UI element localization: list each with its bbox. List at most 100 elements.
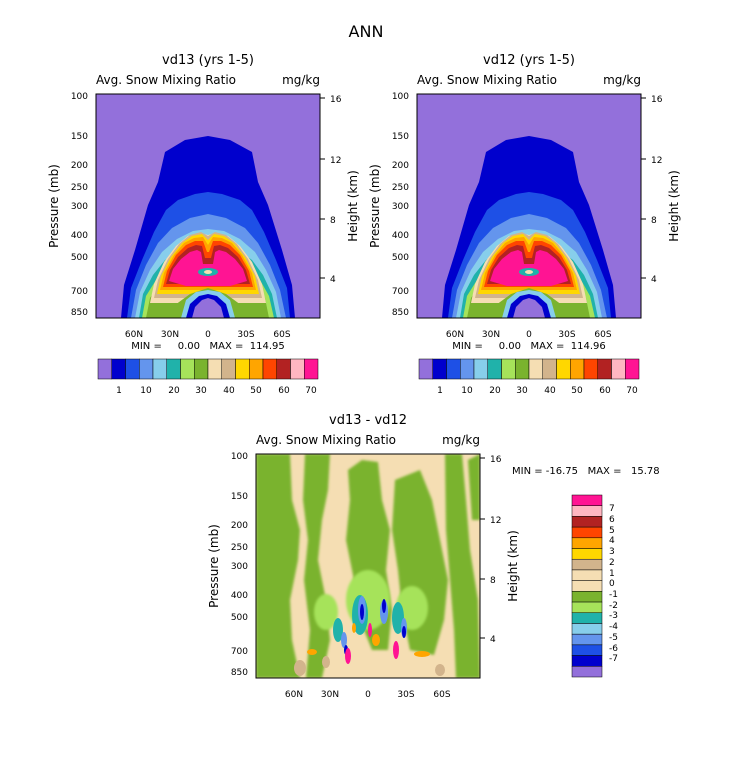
x-tick-label: 0 — [526, 330, 532, 340]
y-tick-label: 250 — [231, 543, 248, 553]
colorbar-label: 10 — [140, 386, 152, 396]
height-tick-label: 12 — [490, 516, 501, 526]
min-max-stats: MIN = 0.00 MAX = 114.95 — [131, 341, 285, 352]
height-tick-label: 12 — [651, 156, 662, 166]
y-tick-label: 150 — [231, 492, 248, 502]
colorbar-label: 1 — [437, 386, 443, 396]
colorbar-label: 7 — [609, 504, 615, 514]
x-tick-label: 30N — [161, 330, 179, 340]
colorbar-swatch — [542, 358, 557, 380]
colorbar-label: -2 — [609, 601, 618, 611]
y-tick-label: 400 — [231, 591, 248, 601]
colorbar-swatch — [515, 358, 530, 380]
y-tick-label: 250 — [392, 183, 409, 193]
colorbar-label: 2 — [609, 558, 615, 568]
left-axis: 100 150 200 250 300 400 500 700 850 Pres… — [47, 92, 88, 318]
colorbar-label: 50 — [571, 386, 583, 396]
colorbar-swatch — [571, 655, 603, 667]
colorbar-swatch — [276, 358, 291, 380]
colorbar-swatch — [583, 358, 598, 380]
height-tick-label: 16 — [490, 455, 502, 465]
colorbar-swatch — [262, 358, 277, 380]
colorbar-label: 0 — [609, 579, 615, 589]
y-tick-label: 300 — [71, 202, 88, 212]
colorbar-swatch — [290, 358, 305, 380]
colorbar-label: -1 — [609, 590, 618, 600]
colorbar-swatch — [528, 358, 543, 380]
y-tick-label: 250 — [71, 183, 88, 193]
min-max-stats: MIN = -16.75 MAX = 15.78 — [512, 466, 660, 477]
y-axis-label: Pressure (mb) — [368, 164, 382, 248]
colorbar-swatch — [570, 358, 585, 380]
y-tick-label: 400 — [71, 231, 88, 241]
height-axis-label: Height (km) — [346, 170, 360, 241]
colorbar-label: 20 — [168, 386, 180, 396]
colorbar-swatch — [597, 358, 612, 380]
colorbar-swatch — [139, 358, 154, 380]
x-axis: 60N 30N 0 30S 60S MIN = 0.00 MAX = 114.9… — [125, 330, 291, 352]
colorbar-label: 30 — [516, 386, 528, 396]
colorbar-swatch — [152, 358, 167, 380]
y-tick-label: 700 — [71, 287, 88, 297]
colorbar-swatch — [97, 358, 112, 380]
left-axis: 100 150 200 250 300 400 500 700 850 Pres… — [207, 452, 248, 678]
x-tick-label: 60S — [273, 330, 290, 340]
x-tick-label: 60S — [433, 690, 450, 700]
colorbar-label: 40 — [544, 386, 556, 396]
y-tick-label: 300 — [392, 202, 409, 212]
x-tick-label: 30S — [558, 330, 575, 340]
min-max-stats: MIN = 0.00 MAX = 114.96 — [452, 341, 606, 352]
height-axis-label: Height (km) — [667, 170, 681, 241]
x-tick-label: 30S — [397, 690, 414, 700]
colorbar-swatch — [571, 633, 603, 646]
height-tick-label: 16 — [330, 95, 342, 105]
x-tick-label: 0 — [205, 330, 211, 340]
y-tick-label: 850 — [231, 668, 248, 678]
panel-subtitle-left: Avg. Snow Mixing Ratio — [256, 433, 396, 447]
colorbar-label: 1 — [116, 386, 122, 396]
x-tick-label: 30S — [237, 330, 254, 340]
colorbar: 7 6 5 4 3 2 1 0 -1 -2 -3 -4 -5 -6 -7 — [571, 494, 618, 678]
height-tick-label: 16 — [651, 95, 663, 105]
y-tick-label: 500 — [231, 613, 248, 623]
colorbar-swatch — [556, 358, 571, 380]
y-tick-label: 150 — [71, 132, 88, 142]
colorbar-label: 70 — [626, 386, 638, 396]
y-tick-label: 200 — [71, 161, 88, 171]
colorbar-swatch — [304, 358, 319, 380]
colorbar-swatch — [571, 623, 603, 635]
colorbar-swatch — [473, 358, 488, 380]
panel-subtitle-left: Avg. Snow Mixing Ratio — [96, 73, 236, 87]
colorbar-label: 10 — [461, 386, 473, 396]
y-tick-label: 200 — [231, 521, 248, 531]
colorbar-label: 40 — [223, 386, 235, 396]
colorbar-label: 60 — [599, 386, 611, 396]
colorbar-label: 5 — [609, 526, 615, 536]
panel-subtitle-right: mg/kg — [442, 433, 480, 447]
panel-title: vd12 (yrs 1-5) — [483, 53, 575, 68]
colorbar-swatch — [571, 644, 603, 656]
colorbar-swatch — [418, 358, 433, 380]
x-tick-label: 30N — [321, 690, 339, 700]
x-tick-label: 0 — [365, 690, 371, 700]
difference-field — [256, 454, 480, 678]
y-tick-label: 150 — [392, 132, 409, 142]
right-axis: 16 12 8 4 Height (km) — [641, 95, 681, 285]
colorbar-label: 1 — [609, 569, 615, 579]
colorbar-swatch — [501, 358, 516, 380]
colorbar-swatch — [571, 526, 603, 539]
y-tick-label: 850 — [71, 308, 88, 318]
colorbar-swatch — [571, 569, 603, 581]
colorbar-swatch — [571, 505, 603, 517]
colorbar-swatch — [571, 612, 603, 624]
x-tick-label: 60N — [285, 690, 303, 700]
y-tick-label: 500 — [392, 253, 409, 263]
colorbar-swatch — [571, 548, 603, 560]
colorbar-swatch — [611, 358, 626, 380]
y-tick-label: 200 — [392, 161, 409, 171]
panel-vd13: vd13 (yrs 1-5) Avg. Snow Mixing Ratio mg… — [47, 53, 360, 396]
x-tick-label: 60S — [594, 330, 611, 340]
snow-field — [96, 94, 320, 318]
colorbar-swatch — [166, 358, 181, 380]
panel-subtitle-left: Avg. Snow Mixing Ratio — [417, 73, 557, 87]
